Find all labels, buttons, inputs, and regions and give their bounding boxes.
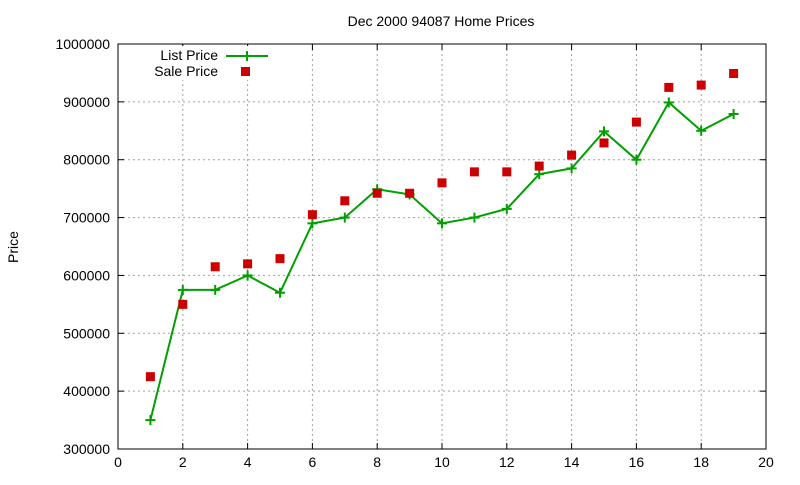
sale-price-point	[307, 210, 317, 220]
ticks: 0 2 4 6 8 10 12 14 16 18 20 300000 400000 500000 60000…	[55, 36, 774, 470]
sale-price-point	[567, 150, 577, 160]
list-price-point	[728, 109, 739, 120]
list-price-point	[307, 218, 318, 229]
sale-price-point	[372, 188, 382, 198]
y-tick-label: 600000	[63, 267, 110, 283]
x-tick-label: 4	[244, 454, 252, 470]
x-tick-label: 10	[434, 454, 450, 470]
sale-price-point	[696, 80, 706, 90]
x-tick-label: 8	[373, 454, 381, 470]
y-axis-label: Price	[5, 231, 21, 263]
x-tick-label: 2	[179, 454, 187, 470]
list-price-point	[437, 218, 447, 229]
sale-price-point	[210, 262, 220, 272]
x-tick-label: 0	[114, 454, 122, 470]
sale-price-point	[534, 161, 544, 171]
x-tick-label: 12	[499, 454, 515, 470]
list-price-point	[696, 125, 707, 136]
legend-label-sale-price: Sale Price	[154, 63, 218, 79]
list-price-point	[210, 284, 221, 295]
sale-price-point	[340, 196, 350, 206]
list-price-point	[599, 126, 609, 137]
list-price-point	[339, 212, 350, 223]
sale-price-point	[243, 259, 253, 269]
sale-price-point	[275, 254, 285, 264]
grid	[118, 44, 766, 449]
y-tick-label: 1000000	[55, 36, 110, 52]
legend-label-list-price: List Price	[160, 47, 218, 63]
legend-sale-price-marker	[241, 67, 250, 76]
list-price-point	[242, 270, 253, 281]
list-price-point	[534, 169, 545, 180]
list-price-point	[501, 203, 512, 214]
sale-price-point	[469, 167, 479, 177]
list-price-point	[566, 163, 577, 174]
list-price-point	[663, 97, 674, 108]
list-price-point	[469, 212, 480, 223]
sale-price-point	[437, 178, 447, 188]
x-tick-label: 16	[629, 454, 645, 470]
series	[145, 69, 739, 426]
sale-price-point	[599, 138, 609, 148]
y-tick-label: 700000	[63, 210, 110, 226]
legend-background	[140, 46, 275, 80]
sale-price-point	[664, 82, 674, 92]
x-tick-label: 6	[309, 454, 317, 470]
legend-list-price-marker	[242, 51, 252, 61]
y-tick-label: 900000	[63, 94, 110, 110]
list-price-point	[275, 287, 285, 298]
sale-price-point	[502, 167, 512, 177]
legend: List Price Sale Price	[140, 46, 275, 80]
sale-price-point	[729, 69, 739, 79]
sale-price-point	[178, 299, 188, 309]
plot-frame	[117, 43, 767, 450]
y-tick-label: 400000	[63, 383, 110, 399]
y-tick-label: 300000	[63, 441, 110, 457]
y-tick-label: 500000	[63, 325, 110, 341]
x-tick-label: 20	[758, 454, 774, 470]
list-price-point	[631, 154, 642, 165]
list-price-point	[145, 415, 156, 426]
sale-price-point	[145, 372, 155, 382]
x-tick-label: 18	[693, 454, 709, 470]
list-price-point	[177, 284, 188, 295]
sale-price-point	[631, 117, 641, 127]
chart-title: Dec 2000 94087 Home Prices	[348, 13, 535, 29]
y-tick-label: 800000	[63, 152, 110, 168]
x-tick-label: 14	[564, 454, 580, 470]
sale-price-point	[405, 188, 415, 198]
